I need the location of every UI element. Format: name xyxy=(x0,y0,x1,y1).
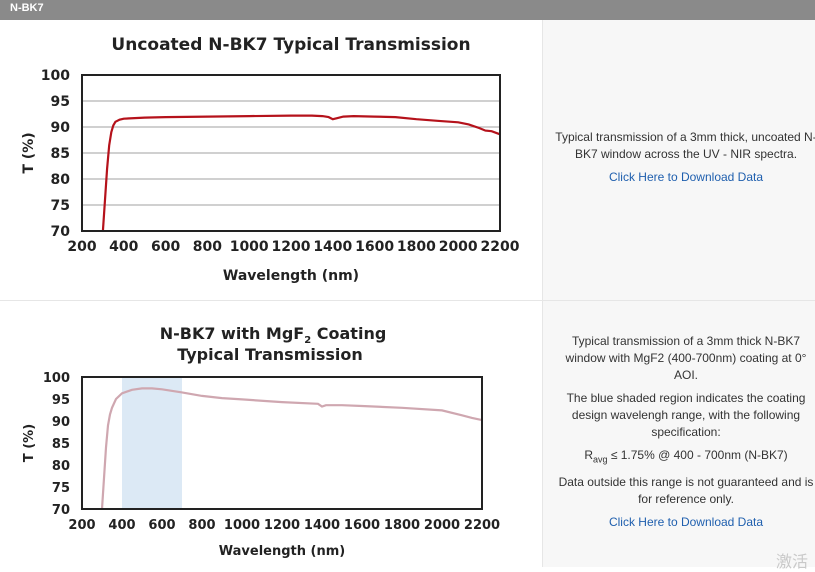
y-tick-label: 95 xyxy=(51,94,70,110)
plot-frame xyxy=(81,376,483,510)
product-row-uncoated: Uncoated N-BK7 Typical Transmission 200 40… xyxy=(0,20,815,301)
x-tick-label: 1400 xyxy=(313,239,352,255)
y-tick-label: 75 xyxy=(51,198,70,214)
y-tick-label: 85 xyxy=(51,146,70,162)
disclaimer-text: Data outside this range is not guarantee… xyxy=(558,475,814,507)
spec-symbol: R xyxy=(584,448,593,462)
x-tick-label: 1200 xyxy=(272,239,311,255)
spec-value: ≤ 1.75% @ 400 - 700nm (N-BK7) xyxy=(607,448,788,462)
series-line xyxy=(100,387,483,510)
y-tick-label: 80 xyxy=(52,459,70,474)
y-tick-label: 70 xyxy=(51,224,71,240)
y-tick-label: 80 xyxy=(51,172,71,188)
download-data-link[interactable]: Click Here to Download Data xyxy=(608,170,764,184)
y-tick-label: 75 xyxy=(52,481,70,496)
description-cell: Typical transmission of a 3mm thick, unc… xyxy=(543,20,815,300)
product-row-coated: N-BK7 with MgF2 Coating Typical Transmiss… xyxy=(0,301,815,567)
x-axis-label: Wavelength (nm) xyxy=(223,268,359,284)
watermark: 激活 xyxy=(776,552,809,571)
x-tick-label: 1600 xyxy=(344,518,380,533)
chart-title-line2: Typical Transmission xyxy=(177,345,363,364)
x-tick-label: 2200 xyxy=(464,518,500,533)
y-tick-label: 90 xyxy=(51,120,71,136)
y-axis-label: T (%) xyxy=(21,132,37,173)
y-axis-label: T (%) xyxy=(22,424,37,462)
x-tick-label: 200 xyxy=(68,518,95,533)
x-axis-label: Wavelength (nm) xyxy=(219,544,345,559)
description-text: The blue shaded region indicates the coa… xyxy=(566,391,806,439)
x-tick-label: 1000 xyxy=(230,239,269,255)
description-block: Typical transmission of a 3mm thick N-BK… xyxy=(555,333,815,531)
y-tick-label: 95 xyxy=(52,393,70,408)
series-line xyxy=(101,114,501,232)
x-tick-label: 600 xyxy=(148,518,175,533)
description-text: Typical transmission of a 3mm thick, unc… xyxy=(555,130,815,161)
x-tick-label: 600 xyxy=(151,239,180,255)
x-tick-label: 400 xyxy=(109,239,138,255)
x-tick-label: 400 xyxy=(108,518,135,533)
description-cell: Typical transmission of a 3mm thick N-BK… xyxy=(543,301,815,567)
chart-uncoated: Uncoated N-BK7 Typical Transmission 200 40… xyxy=(21,35,520,284)
download-data-link[interactable]: Click Here to Download Data xyxy=(608,515,764,530)
x-tick-label: 1000 xyxy=(224,518,260,533)
chart-title: Uncoated N-BK7 Typical Transmission xyxy=(111,35,470,55)
x-tick-label: 1800 xyxy=(384,518,420,533)
y-tick-label: 100 xyxy=(41,68,70,84)
x-tick-label: 1600 xyxy=(355,239,394,255)
description-text: Typical transmission of a 3mm thick N-BK… xyxy=(565,334,807,382)
x-tick-label: 1800 xyxy=(397,239,436,255)
x-tick-label: 200 xyxy=(67,239,96,255)
x-tick-label: 800 xyxy=(193,239,222,255)
chart-title: N-BK7 with MgF2 Coating xyxy=(160,324,387,346)
header-bar: N-BK7 xyxy=(0,0,815,20)
specification-text: Ravg ≤ 1.75% @ 400 - 700nm (N-BK7) xyxy=(555,447,815,468)
description-block: Typical transmission of a 3mm thick, unc… xyxy=(555,129,815,186)
coating-range-shade xyxy=(122,377,182,509)
y-tick-label: 100 xyxy=(43,371,70,386)
y-tick-label: 90 xyxy=(52,415,70,430)
x-tick-label: 2200 xyxy=(481,239,520,255)
x-tick-label: 1200 xyxy=(264,518,300,533)
y-tick-label: 85 xyxy=(52,437,70,452)
x-tick-label: 800 xyxy=(188,518,215,533)
plot-frame xyxy=(81,74,501,232)
x-tick-label: 2000 xyxy=(439,239,478,255)
spec-subscript: avg xyxy=(592,454,608,465)
chart-cell: Uncoated N-BK7 Typical Transmission 200 40… xyxy=(0,20,543,300)
x-tick-label: 1400 xyxy=(304,518,340,533)
chart-cell: N-BK7 with MgF2 Coating Typical Transmiss… xyxy=(0,301,543,567)
header-label: N-BK7 xyxy=(10,2,44,14)
x-tick-label: 2000 xyxy=(424,518,460,533)
y-tick-label: 70 xyxy=(52,503,70,518)
